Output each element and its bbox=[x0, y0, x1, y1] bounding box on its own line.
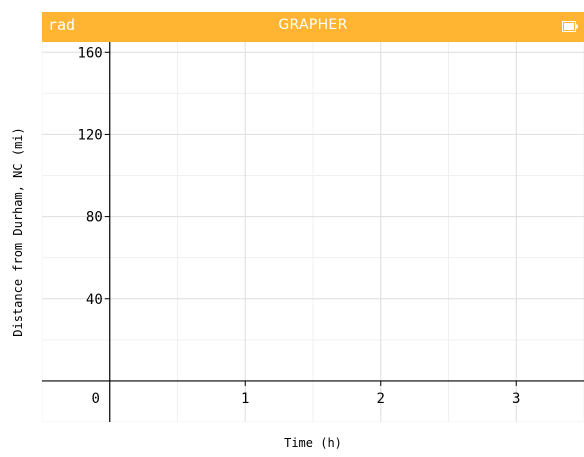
axes bbox=[42, 42, 584, 422]
status-bar: rad GRAPHER bbox=[42, 12, 584, 42]
major-grid bbox=[42, 42, 584, 422]
x-tick-label-0: 0 bbox=[92, 391, 100, 407]
x-tick-label-2: 2 bbox=[377, 391, 385, 407]
y-tick-label-40: 40 bbox=[86, 292, 103, 308]
y-tick-label-80: 80 bbox=[86, 210, 103, 226]
angle-mode-label: rad bbox=[48, 16, 76, 34]
app-title: GRAPHER bbox=[278, 17, 348, 33]
x-tick-label-1: 1 bbox=[241, 391, 249, 407]
x-tick-label-3: 3 bbox=[512, 391, 520, 407]
tick-labels: 0 1 2 3 40 80 120 160 bbox=[77, 45, 520, 407]
x-axis-label: Time (h) bbox=[284, 436, 342, 450]
battery-full-icon bbox=[562, 21, 578, 32]
y-tick-label-160: 160 bbox=[77, 45, 102, 61]
graph-svg: 0 1 2 3 40 80 120 160 bbox=[42, 42, 584, 422]
y-axis-label: Distance from Durham, NC (mi) bbox=[11, 127, 25, 337]
tick-marks bbox=[104, 51, 517, 386]
y-tick-label-120: 120 bbox=[77, 127, 102, 143]
graph-plot-area[interactable]: 0 1 2 3 40 80 120 160 bbox=[42, 42, 584, 422]
minor-grid bbox=[42, 42, 584, 422]
